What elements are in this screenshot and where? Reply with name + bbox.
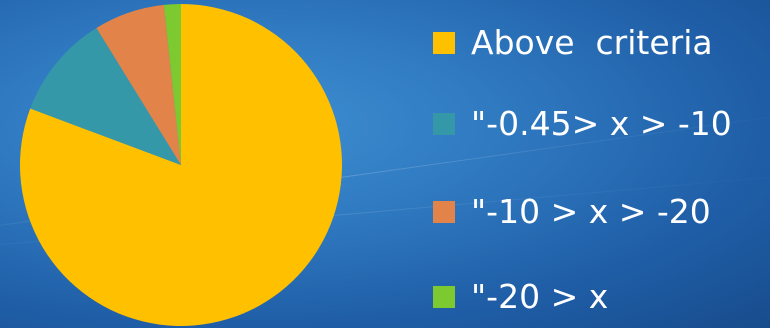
pie-slice bbox=[20, 4, 343, 326]
pie-slice bbox=[163, 4, 181, 165]
pie-slice bbox=[96, 4, 181, 166]
pie-slice bbox=[30, 27, 181, 165]
